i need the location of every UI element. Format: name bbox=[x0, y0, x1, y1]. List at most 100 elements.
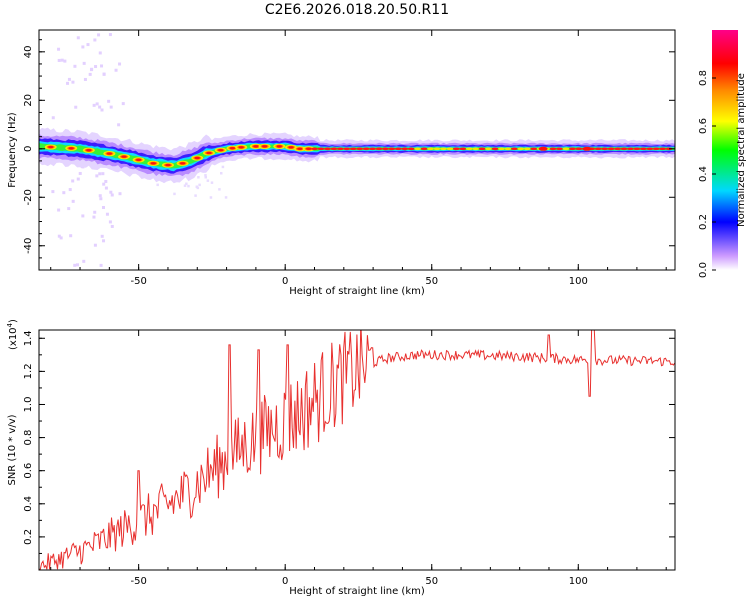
ridge-segment bbox=[356, 147, 364, 151]
ridge-segment bbox=[382, 147, 389, 151]
spectrogram-y-label: Frequency (Hz) bbox=[7, 112, 18, 188]
ridge-segment bbox=[452, 147, 460, 151]
spectrogram-x-label: Height of straight line (km) bbox=[289, 286, 425, 297]
speckle bbox=[220, 171, 223, 175]
y-tick-label: 40 bbox=[23, 45, 34, 58]
ridge-segment bbox=[420, 147, 428, 151]
speckle bbox=[86, 43, 90, 47]
snr-ticks: -50 0 50 100 0.2 0.4 0.6 0.8 1.0 1.2 1.4 bbox=[23, 330, 675, 587]
hotspot-red bbox=[297, 147, 303, 150]
ridge-segment bbox=[440, 147, 447, 151]
x-tick-label: 50 bbox=[425, 276, 438, 287]
spectrogram-panel: -50 0 50 100 -40 -20 0 20 40 Height of straight … bbox=[7, 29, 676, 297]
y-tick-label: -20 bbox=[23, 189, 34, 205]
hotspot-red bbox=[262, 145, 268, 148]
speckle bbox=[82, 61, 86, 65]
ridge-segment bbox=[478, 147, 486, 151]
speckle bbox=[196, 186, 200, 190]
speckle bbox=[109, 190, 113, 194]
hotspot-red bbox=[194, 156, 200, 160]
speckle bbox=[88, 72, 92, 76]
ridge-segment bbox=[427, 147, 434, 151]
speckle bbox=[67, 207, 71, 211]
speckle bbox=[60, 58, 64, 62]
ridge-segment bbox=[407, 147, 415, 151]
speckle bbox=[98, 172, 102, 176]
speckle bbox=[102, 239, 106, 243]
colorbar-label: Normalized spectral amplitude bbox=[736, 73, 747, 227]
ridge-segment bbox=[594, 147, 602, 151]
ridge-segment bbox=[459, 147, 467, 151]
ridge-segment bbox=[523, 147, 531, 151]
hotspot-red bbox=[180, 162, 186, 165]
snr-multiplier: (x104) bbox=[6, 319, 19, 350]
speckle bbox=[218, 188, 221, 191]
ridge-peak bbox=[582, 146, 592, 151]
x-tick-label: 0 bbox=[282, 276, 288, 287]
speckle bbox=[95, 102, 99, 106]
colorbar-tick-label: 0.8 bbox=[698, 70, 709, 86]
speckle bbox=[194, 194, 197, 197]
y-tick-label: 1.4 bbox=[23, 330, 34, 346]
hotspot-red bbox=[206, 151, 212, 155]
halo-band bbox=[39, 127, 675, 184]
speckle bbox=[110, 224, 114, 228]
x-tick-label: -50 bbox=[130, 576, 146, 587]
ridge-segment bbox=[330, 147, 338, 151]
speckle bbox=[183, 184, 187, 187]
speckle bbox=[101, 206, 105, 210]
speckle bbox=[92, 103, 96, 107]
ridge-segment bbox=[530, 147, 538, 151]
ridge-segment bbox=[465, 147, 473, 151]
colorbar-tick-label: 0.0 bbox=[698, 262, 709, 278]
ridge-segment bbox=[369, 147, 376, 151]
ridge-segment bbox=[446, 147, 454, 151]
y-tick-label: 0.6 bbox=[23, 463, 34, 479]
speckle bbox=[73, 263, 77, 267]
hotspot-red bbox=[48, 145, 54, 149]
speckle bbox=[108, 33, 112, 37]
ridge-segment bbox=[394, 147, 402, 151]
ridge-segment bbox=[575, 147, 583, 151]
ridge-segment bbox=[652, 147, 660, 151]
speckle bbox=[221, 165, 225, 169]
y-tick-label: 20 bbox=[23, 94, 34, 107]
hotspot-red bbox=[288, 146, 294, 149]
ridge-segment bbox=[569, 147, 576, 151]
speckle bbox=[100, 234, 104, 238]
speckle bbox=[104, 186, 108, 190]
speckle bbox=[82, 259, 86, 263]
ridge-segment bbox=[639, 147, 647, 151]
y-tick-label: 1.0 bbox=[23, 397, 34, 413]
speckle bbox=[100, 64, 104, 68]
speckle bbox=[98, 194, 102, 198]
speckle bbox=[198, 183, 201, 187]
hotspot-red bbox=[136, 158, 142, 162]
speckle bbox=[71, 199, 75, 203]
svg-text:(x104): (x104) bbox=[6, 319, 19, 350]
speckle bbox=[97, 33, 101, 37]
speckle bbox=[67, 77, 71, 81]
ridge-segment bbox=[349, 147, 357, 151]
speckle bbox=[107, 99, 111, 103]
speckle bbox=[94, 65, 98, 69]
speckle bbox=[73, 64, 77, 68]
speckle bbox=[57, 234, 61, 238]
speckle bbox=[69, 234, 73, 238]
ridge-segment bbox=[472, 147, 480, 151]
ridge-segment bbox=[620, 147, 628, 151]
speckle bbox=[93, 243, 97, 247]
x-tick-label: 0 bbox=[282, 576, 288, 587]
ridge-segment bbox=[517, 147, 525, 151]
ridge-segment bbox=[562, 147, 570, 151]
spectrogram-ticks: -50 0 50 100 -40 -20 0 20 40 bbox=[23, 30, 675, 287]
ridge-segment bbox=[414, 147, 422, 151]
hotspot-red bbox=[68, 147, 74, 150]
ridge-segment bbox=[646, 147, 654, 151]
snr-series-line bbox=[39, 330, 675, 570]
hotspot-red bbox=[238, 146, 244, 149]
y-tick-label: 0 bbox=[23, 146, 34, 152]
speckle bbox=[98, 105, 102, 109]
ridge-segment bbox=[614, 147, 621, 151]
